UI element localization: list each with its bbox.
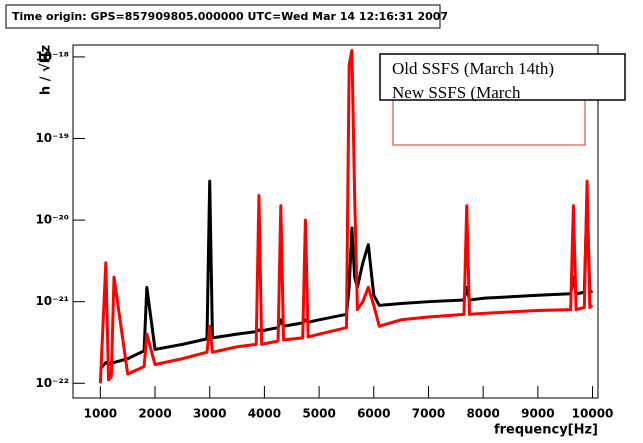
legend-box	[379, 53, 626, 101]
x-tick-label: 8000	[466, 407, 499, 421]
y-axis-label: h / √Hz	[39, 45, 54, 95]
plot-area	[98, 48, 594, 384]
legend-entry: Old SSFS (March 14th)	[392, 59, 554, 78]
axes: 10⁻²² 10⁻²¹ 10⁻²⁰ 10⁻¹⁹ 10⁻¹⁸ 1000 2000 3000 400…	[35, 49, 613, 420]
spectrum-line	[98, 48, 594, 384]
legend: Old SSFS (March 14th) New SSFS (March	[392, 59, 554, 102]
x-axis-label: frequency[Hz]	[494, 423, 598, 438]
y-tick-label: 10⁻²⁰	[35, 213, 69, 227]
plot-frame	[72, 44, 599, 399]
title-box	[5, 4, 441, 29]
y-tick-label: 10⁻¹⁸	[35, 49, 69, 63]
x-tick-label: 6000	[357, 407, 390, 421]
x-tick-label: 4000	[248, 407, 281, 421]
x-tick-label: 1000	[84, 407, 117, 421]
y-tick-label: 10⁻¹⁹	[35, 131, 69, 145]
x-tick-label: 7000	[412, 407, 445, 421]
legend-entry: New SSFS (March	[392, 83, 521, 102]
spectrum-line	[99, 179, 594, 370]
x-tick-label: 3000	[193, 407, 226, 421]
chart-title: Time origin: GPS=857909805.000000 UTC=We…	[12, 10, 448, 23]
x-tick-label: 2000	[138, 407, 171, 421]
x-tick-label: 10000	[572, 407, 614, 421]
y-tick-label: 10⁻²¹	[35, 294, 69, 308]
x-tick-label: 9000	[521, 407, 554, 421]
y-tick-label: 10⁻²²	[35, 376, 69, 390]
x-tick-label: 5000	[302, 407, 335, 421]
